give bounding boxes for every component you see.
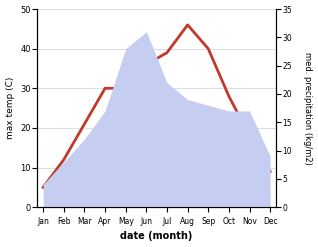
- Y-axis label: med. precipitation (kg/m2): med. precipitation (kg/m2): [303, 52, 313, 165]
- X-axis label: date (month): date (month): [121, 231, 193, 242]
- Y-axis label: max temp (C): max temp (C): [5, 77, 15, 139]
